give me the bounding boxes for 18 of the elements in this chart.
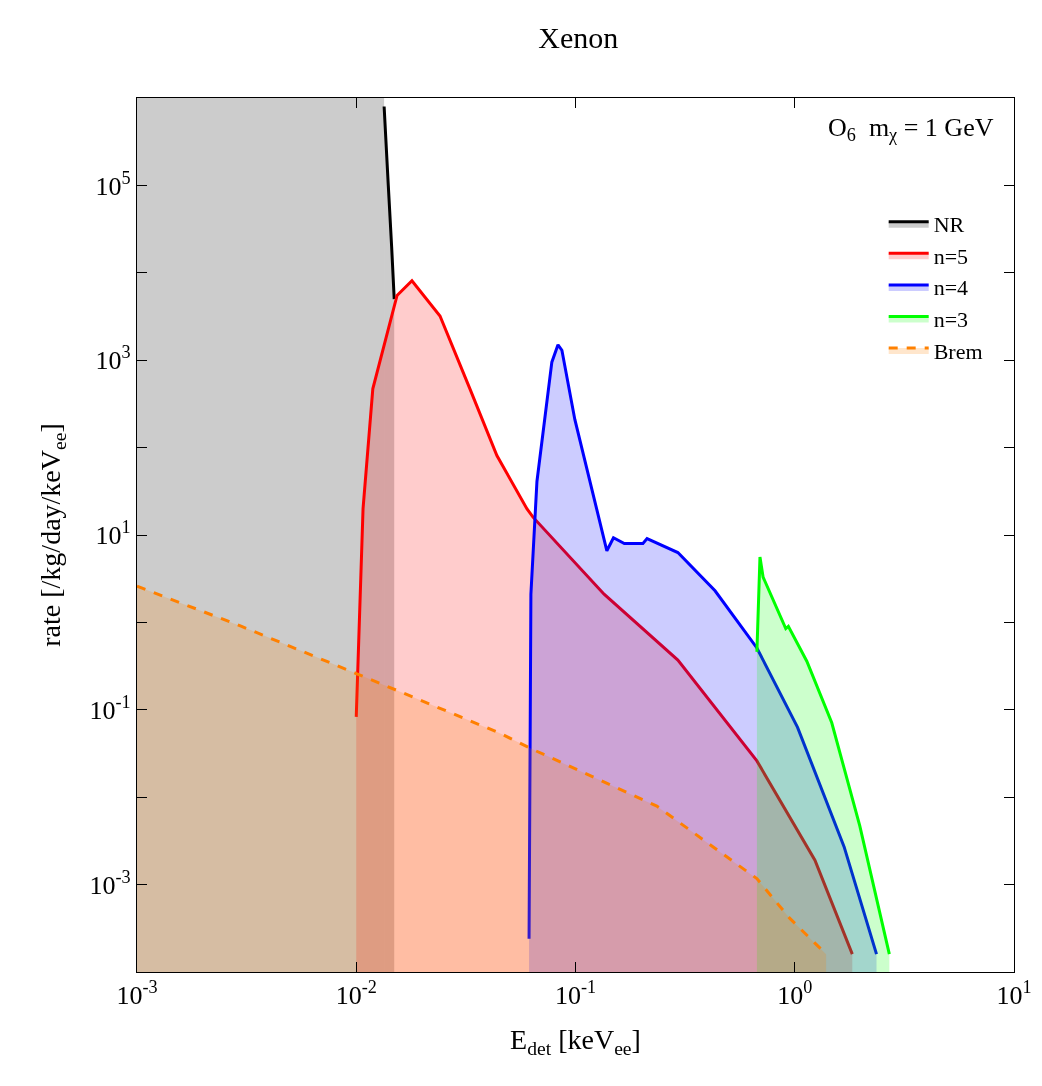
y-tick-label: 10$^{-3}$: [89, 866, 131, 900]
y-tick-label: 10$^{-1}$: [89, 691, 131, 725]
legend-label: n=4: [933, 275, 969, 301]
legend-label: Brem: [933, 338, 983, 364]
y-tick-label: 10$^{5}$: [95, 167, 131, 201]
chart-title: Xenon: [538, 21, 619, 55]
annotation: O$_{6}$ m$_{χ}$ = 1 GeV: [828, 113, 994, 146]
x-tick-label: 10$^{1}$: [996, 977, 1032, 1011]
legend-label: NR: [933, 212, 965, 238]
y-tick-label: 10$^{3}$: [95, 342, 131, 376]
legend-label: n=5: [933, 243, 969, 269]
y-tick-label: 10$^{1}$: [95, 517, 131, 551]
x-tick-label: 10$^{-3}$: [116, 977, 158, 1011]
x-tick-label: 10$^{-1}$: [554, 977, 597, 1011]
x-axis-title: E$_{det}$ [keV$_{ee}$]: [510, 1024, 641, 1060]
x-tick-label: 10$^{-2}$: [335, 977, 377, 1011]
legend-label: n=3: [933, 307, 969, 333]
x-tick-label: 10$^{0}$: [777, 977, 813, 1011]
